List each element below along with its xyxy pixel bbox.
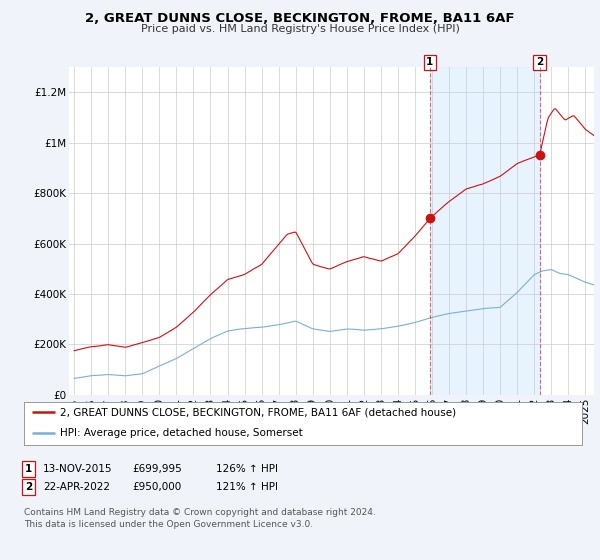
Text: 2, GREAT DUNNS CLOSE, BECKINGTON, FROME, BA11 6AF: 2, GREAT DUNNS CLOSE, BECKINGTON, FROME,… (85, 12, 515, 25)
Text: 22-APR-2022: 22-APR-2022 (43, 482, 110, 492)
Text: 1: 1 (25, 464, 32, 474)
Text: HPI: Average price, detached house, Somerset: HPI: Average price, detached house, Some… (60, 428, 303, 438)
Text: 13-NOV-2015: 13-NOV-2015 (43, 464, 113, 474)
Text: 126% ↑ HPI: 126% ↑ HPI (216, 464, 278, 474)
Text: 1: 1 (426, 57, 433, 67)
Text: 2: 2 (536, 57, 543, 67)
Text: £699,995: £699,995 (132, 464, 182, 474)
Text: Contains HM Land Registry data © Crown copyright and database right 2024.
This d: Contains HM Land Registry data © Crown c… (24, 508, 376, 529)
Text: £950,000: £950,000 (132, 482, 181, 492)
Text: Price paid vs. HM Land Registry's House Price Index (HPI): Price paid vs. HM Land Registry's House … (140, 24, 460, 34)
Text: 2, GREAT DUNNS CLOSE, BECKINGTON, FROME, BA11 6AF (detached house): 2, GREAT DUNNS CLOSE, BECKINGTON, FROME,… (60, 408, 457, 417)
Text: 121% ↑ HPI: 121% ↑ HPI (216, 482, 278, 492)
Text: 2: 2 (25, 482, 32, 492)
Bar (430, 67, 539, 395)
